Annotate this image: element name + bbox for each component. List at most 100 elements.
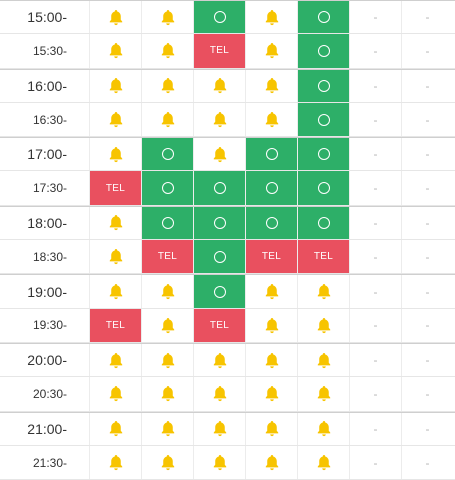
bell-icon [264,42,280,59]
available-cell[interactable] [297,1,349,34]
bell-icon [316,352,332,369]
bell-icon [264,420,280,437]
tel-cell[interactable]: TEL [193,308,245,342]
unavailable-cell: - [349,445,401,480]
bell-icon [160,385,176,402]
unavailable-cell: - [349,138,401,171]
tel-label: TEL [157,251,178,263]
bell-cell[interactable] [245,308,297,342]
available-cell[interactable] [141,171,193,205]
time-label: 21:00- [0,412,89,445]
available-cell[interactable] [297,34,349,68]
available-cell[interactable] [297,69,349,102]
bell-cell[interactable] [297,308,349,342]
bell-cell[interactable] [193,102,245,137]
bell-cell[interactable] [245,343,297,377]
bell-cell[interactable] [89,377,141,411]
bell-cell[interactable] [193,138,245,171]
bell-cell[interactable] [245,102,297,137]
tel-label: TEL [261,251,282,263]
bell-icon [212,146,228,163]
bell-cell[interactable] [193,377,245,411]
circle-icon [265,216,278,229]
bell-cell[interactable] [89,69,141,102]
bell-cell[interactable] [297,377,349,411]
bell-cell[interactable] [141,308,193,342]
bell-cell[interactable] [141,34,193,68]
bell-cell[interactable] [89,343,141,377]
time-label: 18:30- [0,240,89,274]
tel-cell[interactable]: TEL [89,171,141,205]
dash-label: - [425,353,430,368]
available-cell[interactable] [245,138,297,171]
bell-cell[interactable] [141,69,193,102]
available-cell[interactable] [297,171,349,205]
bell-cell[interactable] [245,69,297,102]
bell-cell[interactable] [245,1,297,34]
bell-cell[interactable] [89,138,141,171]
available-cell[interactable] [141,138,193,171]
bell-cell[interactable] [89,34,141,68]
available-cell[interactable] [193,240,245,274]
bell-cell[interactable] [89,1,141,34]
bell-cell[interactable] [141,1,193,34]
tel-cell[interactable]: TEL [141,240,193,274]
bell-cell[interactable] [245,275,297,308]
bell-cell[interactable] [193,343,245,377]
bell-cell[interactable] [89,275,141,308]
dash-label: - [425,112,430,127]
bell-cell[interactable] [141,275,193,308]
bell-cell[interactable] [89,206,141,240]
available-cell[interactable] [245,171,297,205]
available-cell[interactable] [193,275,245,308]
bell-cell[interactable] [89,412,141,445]
unavailable-cell: - [401,1,453,34]
tel-cell[interactable]: TEL [89,308,141,342]
bell-icon [316,317,332,334]
bell-cell[interactable] [297,445,349,480]
bell-icon [108,352,124,369]
available-cell[interactable] [297,206,349,240]
bell-cell[interactable] [245,412,297,445]
available-cell[interactable] [193,1,245,34]
bell-icon [212,420,228,437]
bell-cell[interactable] [193,412,245,445]
bell-cell[interactable] [193,69,245,102]
available-cell[interactable] [193,206,245,240]
available-cell[interactable] [297,102,349,137]
time-row: 17:30- TEL - - [0,171,455,206]
dash-label: - [425,10,430,25]
bell-icon [212,352,228,369]
bell-cell[interactable] [245,445,297,480]
bell-cell[interactable] [141,445,193,480]
bell-icon [108,420,124,437]
bell-cell[interactable] [297,275,349,308]
tel-cell[interactable]: TEL [297,240,349,274]
bell-cell[interactable] [141,343,193,377]
bell-cell[interactable] [141,102,193,137]
bell-icon [264,283,280,300]
available-cell[interactable] [193,171,245,205]
tel-cell[interactable]: TEL [193,34,245,68]
bell-cell[interactable] [141,377,193,411]
circle-icon [213,11,226,24]
bell-cell[interactable] [89,445,141,480]
available-cell[interactable] [141,206,193,240]
bell-cell[interactable] [245,34,297,68]
bell-icon [212,385,228,402]
bell-cell[interactable] [297,343,349,377]
bell-cell[interactable] [89,102,141,137]
dash-label: - [373,318,378,333]
tel-cell[interactable]: TEL [245,240,297,274]
bell-cell[interactable] [141,412,193,445]
unavailable-cell: - [349,1,401,34]
dash-label: - [425,147,430,162]
available-cell[interactable] [297,138,349,171]
dash-label: - [373,421,378,436]
unavailable-cell: - [401,34,453,68]
available-cell[interactable] [245,206,297,240]
bell-cell[interactable] [89,240,141,274]
bell-cell[interactable] [297,412,349,445]
bell-cell[interactable] [245,377,297,411]
bell-cell[interactable] [193,445,245,480]
